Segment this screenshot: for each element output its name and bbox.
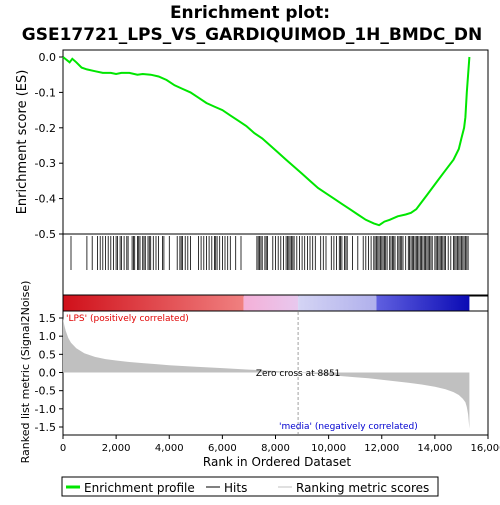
x-tick-label: 14,000 — [417, 443, 452, 454]
x-tick-label: 12,000 — [364, 443, 399, 454]
metric-y-tick-label: -1.5 — [35, 421, 56, 434]
title-line-2: GSE17721_LPS_VS_GARDIQUIMOD_1H_BMDC_DN — [22, 25, 482, 45]
metric-y-axis-label: Ranked list metric (Signal2Noise) — [19, 281, 32, 464]
es-y-tick-label: 0.0 — [39, 51, 57, 64]
es-y-axis-label: Enrichment score (ES) — [15, 70, 30, 215]
heatmap-segment — [244, 295, 298, 311]
x-axis-label: Rank in Ordered Dataset — [203, 455, 351, 469]
zero-cross-label: Zero cross at 8851 — [256, 369, 341, 379]
x-tick-label: 2,000 — [102, 443, 131, 454]
metric-y-axis: 1.5 1.0 0.5 0.0 -0.5 -1.0 -1.5 — [35, 312, 63, 434]
metric-y-tick-label: -0.5 — [35, 385, 56, 398]
legend-hits-label: Hits — [224, 481, 247, 495]
heatmap-segment — [376, 295, 469, 311]
es-y-tick-label: -0.4 — [35, 193, 56, 206]
es-y-tick-label: -0.1 — [35, 86, 56, 99]
es-y-tick-label: -0.5 — [35, 228, 56, 241]
metric-y-tick-label: 1.5 — [39, 312, 57, 325]
es-y-tick-label: -0.2 — [35, 122, 56, 135]
x-tick-label: 8,000 — [261, 443, 290, 454]
x-tick-label: 16,000 — [471, 443, 500, 454]
legend-metric-label: Ranking metric scores — [296, 481, 429, 495]
heatmap-segment — [63, 295, 244, 311]
title-line-1: Enrichment plot: — [170, 3, 330, 23]
negative-correlation-label: 'media' (negatively correlated) — [279, 422, 418, 432]
x-tick-label: 10,000 — [311, 443, 346, 454]
positive-correlation-label: 'LPS' (positively correlated) — [66, 314, 189, 324]
rank-heatmap-bar — [63, 295, 469, 311]
rank-x-axis: 0 2,000 4,000 6,000 8,000 10,000 12,000 14,000 1… — [60, 435, 500, 454]
es-y-axis: 0.0 -0.1 -0.2 -0.3 -0.4 -0.5 — [35, 51, 63, 241]
es-y-tick-label: -0.3 — [35, 157, 56, 170]
x-tick-label: 4,000 — [155, 443, 184, 454]
heatmap-segment — [298, 295, 376, 311]
x-tick-label: 0 — [60, 443, 66, 454]
legend-enrichment-label: Enrichment profile — [84, 481, 195, 495]
x-tick-label: 6,000 — [208, 443, 237, 454]
metric-y-tick-label: 0.0 — [39, 367, 57, 380]
metric-y-tick-label: 0.5 — [39, 348, 57, 361]
metric-y-tick-label: -1.0 — [35, 403, 56, 416]
metric-y-tick-label: 1.0 — [39, 330, 57, 343]
